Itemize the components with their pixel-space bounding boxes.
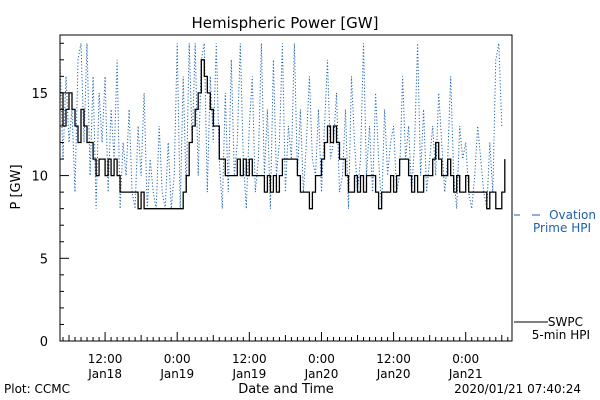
x-tick-label-date: Jan18: [87, 367, 122, 381]
series-line-0: [60, 59, 506, 210]
x-tick-label-time: 0:00: [308, 352, 335, 366]
y-axis-ticks: 0 5 10 15: [31, 42, 69, 350]
x-tick-label-time: 12:00: [376, 352, 411, 366]
chart-title: Hemispheric Power [GW]: [192, 14, 379, 32]
x-axis-ticks: 12:00Jan180:00Jan1912:00Jan190:00Jan2012…: [62, 332, 509, 381]
y-tick-label: 5: [40, 252, 48, 267]
y-tick-label: 0: [40, 335, 48, 350]
x-axis-label: Date and Time: [238, 382, 334, 397]
plot-frame: [59, 34, 513, 342]
plot-credit: Plot: CCMC: [4, 382, 70, 396]
y-tick-label: 15: [31, 87, 48, 102]
legend-label-line1: SWPC: [548, 315, 583, 329]
x-tick-label-date: Jan19: [231, 367, 266, 381]
x-tick-label-date: Jan19: [159, 367, 194, 381]
y-axis-label: P [GW]: [9, 164, 24, 209]
x-tick-label-time: 0:00: [164, 352, 191, 366]
legend-label-line1: Ovation: [549, 208, 596, 222]
x-tick-label-time: 12:00: [88, 352, 123, 366]
legend-label-line2: 5-min HPI: [532, 328, 590, 342]
x-tick-label-date: Jan21: [448, 367, 483, 381]
x-tick-label-date: Jan20: [376, 367, 411, 381]
x-tick-label-time: 0:00: [452, 352, 479, 366]
y-tick-label: 10: [31, 170, 48, 185]
x-tick-label-time: 12:00: [232, 352, 267, 366]
series-line-1: [59, 43, 503, 209]
plot-timestamp: 2020/01/21 07:40:24: [454, 382, 581, 396]
series-layer: [59, 43, 506, 210]
legend-label-line2: Prime HPI: [533, 221, 591, 235]
x-tick-label-date: Jan20: [304, 367, 339, 381]
